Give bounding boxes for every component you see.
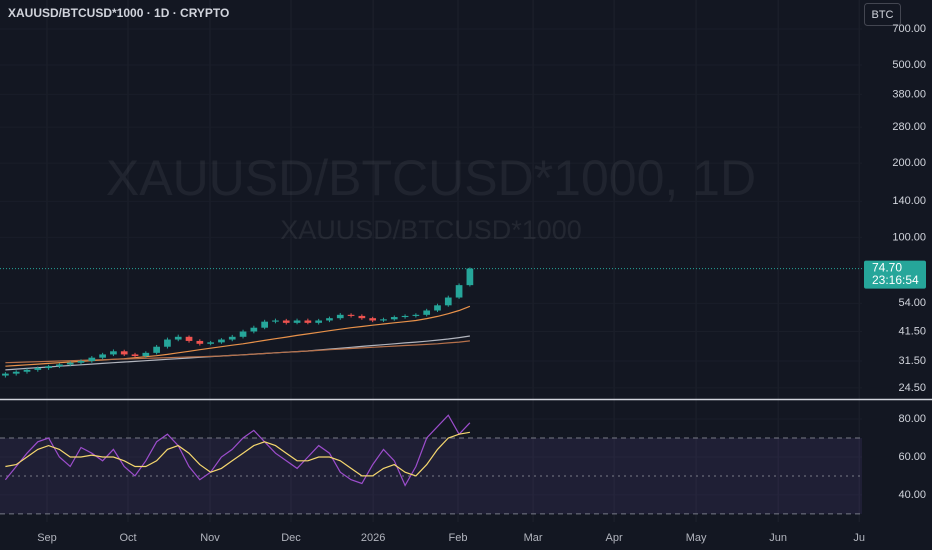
candle-body <box>110 351 117 355</box>
x-tick-label: Nov <box>200 532 220 544</box>
candle-body <box>293 320 301 323</box>
grid <box>46 0 860 522</box>
candle-body <box>250 327 258 332</box>
y-tick-label: 41.50 <box>898 325 926 337</box>
candle-body <box>423 310 431 315</box>
candle-body <box>412 314 420 316</box>
x-tick-label: Ju <box>853 532 865 544</box>
candle-body <box>218 339 225 343</box>
candle-body <box>336 314 344 319</box>
currency-button[interactable] <box>864 3 901 26</box>
y-tick-label: 140.00 <box>892 195 926 207</box>
candle-body <box>142 352 150 357</box>
y-tick-label: 100.00 <box>892 231 926 243</box>
y-tick-label: 24.50 <box>898 382 926 394</box>
y-tick-label: 40.00 <box>898 489 926 501</box>
y-tick-label: 200.00 <box>892 157 926 169</box>
y-tick-label: 54.00 <box>898 297 926 309</box>
band <box>0 437 862 514</box>
candle-body <box>2 373 9 376</box>
candle-body <box>455 285 463 298</box>
candle-body <box>23 369 31 372</box>
candle-body <box>196 340 204 344</box>
candle-body <box>239 331 247 337</box>
candle-body <box>45 366 52 369</box>
candle-body <box>390 317 398 320</box>
rsi-average <box>5 431 471 477</box>
x-tick-label: Sep <box>37 532 57 544</box>
y-tick-label: 280.00 <box>892 121 926 133</box>
candle-body <box>185 336 193 341</box>
currency-label[interactable]: BTC <box>872 9 894 21</box>
candle-body <box>99 354 106 358</box>
candle-body <box>358 315 366 319</box>
candle-body <box>380 319 387 321</box>
candle-body <box>434 305 441 311</box>
candle-body <box>164 339 171 347</box>
watermark: XAUUSD/BTCUSD*1000, 1D <box>106 150 756 206</box>
x-tick-label: Jun <box>769 532 787 544</box>
candle-body <box>326 318 333 321</box>
y-tick-label: 380.00 <box>892 88 926 100</box>
x-tick-label: Oct <box>119 532 136 544</box>
candle-body <box>347 314 355 316</box>
candle-body <box>12 371 20 374</box>
candle-body <box>466 268 474 286</box>
watermark: XAUUSD/BTCUSD*1000 <box>280 215 582 245</box>
x-tick-label: Feb <box>449 532 468 544</box>
x-tick-label: Apr <box>606 532 623 544</box>
plot <box>0 267 864 515</box>
candle-body <box>272 320 279 322</box>
candle-body <box>174 336 182 340</box>
candle-body <box>369 318 377 321</box>
candle-body <box>304 320 312 323</box>
candle-body <box>34 368 42 370</box>
x-tick-label: May <box>686 532 707 544</box>
candle-body <box>66 362 74 365</box>
chart-title: XAUUSD/BTCUSD*1000 · 1D · CRYPTO <box>8 6 229 20</box>
candle-body <box>444 297 452 306</box>
candle-body <box>77 361 85 363</box>
moving-average <box>5 340 470 364</box>
candle-body <box>131 354 139 357</box>
y-tick-label: 80.00 <box>898 413 926 425</box>
x-tick-label: Mar <box>524 532 543 544</box>
y-tick-label: 700.00 <box>892 23 926 35</box>
y-tick-label: 31.50 <box>898 355 926 367</box>
candle-body <box>315 320 323 323</box>
y-tick-label: 60.00 <box>898 451 926 463</box>
y-tick-label: 500.00 <box>892 59 926 71</box>
candle-body <box>207 342 214 344</box>
candle-body <box>56 364 63 367</box>
candle-body <box>228 336 236 340</box>
candle-body <box>261 321 268 328</box>
x-tick-label: Dec <box>281 532 301 544</box>
countdown-label: 23:16:54 <box>872 273 919 287</box>
candle-body <box>282 320 290 323</box>
candle-body <box>88 357 96 362</box>
candle-body <box>153 346 160 353</box>
last-price-box <box>864 260 926 289</box>
last-price-label: 74.70 <box>872 260 902 274</box>
candle-body <box>120 351 128 355</box>
candle-body <box>401 315 409 318</box>
x-tick-label: 2026 <box>361 532 385 544</box>
rsi-line <box>4 414 471 487</box>
